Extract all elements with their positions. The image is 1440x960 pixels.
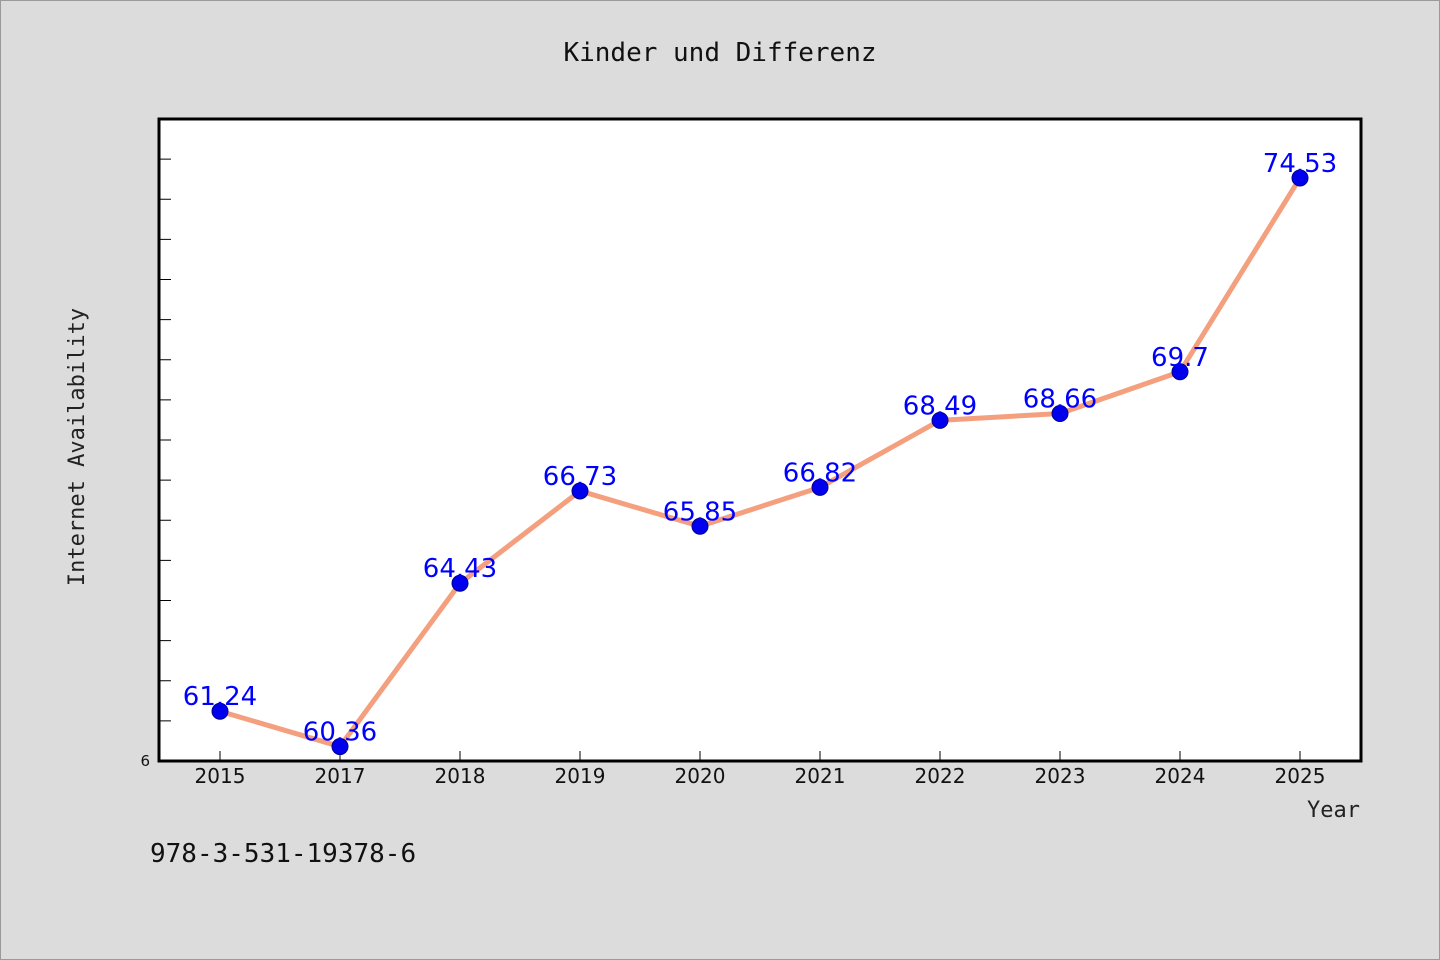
data-label: 68.66 <box>1023 385 1097 415</box>
data-point <box>811 478 829 496</box>
data-point <box>1171 363 1189 381</box>
data-label: 60.36 <box>303 718 377 748</box>
y-axis-ticks <box>159 158 171 722</box>
plot-area <box>157 117 1363 763</box>
x-axis-ticks: 2015 2017 2018 2019 2020 2021 2022 2023 2024 2025 <box>195 751 1326 788</box>
x-tick-label: 2015 <box>195 764 246 788</box>
data-point <box>451 574 469 592</box>
y-axis-label: Internet Availability <box>65 308 90 586</box>
data-label: 66.82 <box>783 458 857 488</box>
data-label: 64.43 <box>423 554 497 584</box>
data-label: 69.7 <box>1151 343 1209 373</box>
data-label: 74.53 <box>1263 149 1337 179</box>
x-tick-label: 2022 <box>915 764 966 788</box>
data-label: 65.85 <box>663 497 737 527</box>
x-tick-label: 2019 <box>555 764 606 788</box>
data-point <box>211 702 229 720</box>
series-line <box>217 175 1303 750</box>
y-tick-label: 6 <box>140 752 150 770</box>
data-label: 66.73 <box>543 462 617 492</box>
data-point <box>931 411 949 429</box>
data-label: 61.24 <box>183 682 257 712</box>
x-tick-label: 2024 <box>1155 764 1206 788</box>
x-tick-label: 2020 <box>675 764 726 788</box>
data-point <box>1291 169 1309 187</box>
data-label: 68.49 <box>903 391 977 421</box>
x-tick-label: 2025 <box>1275 764 1326 788</box>
chart-title: Kinder und Differenz <box>563 38 876 68</box>
footer-isbn: 978-3-531-19378-6 <box>150 839 416 869</box>
data-labels: 61.24 60.36 64.43 66.73 65.85 66.82 68.49 68.66… <box>183 149 1337 748</box>
x-tick-label: 2017 <box>315 764 366 788</box>
data-series <box>211 169 1309 756</box>
data-point <box>331 738 349 756</box>
x-axis-label: Year <box>1307 798 1360 823</box>
x-tick-label: 2023 <box>1035 764 1086 788</box>
data-point <box>691 517 709 535</box>
x-tick-label: 2021 <box>795 764 846 788</box>
data-point <box>1051 405 1069 423</box>
data-point <box>571 482 589 500</box>
x-tick-label: 2018 <box>435 764 486 788</box>
